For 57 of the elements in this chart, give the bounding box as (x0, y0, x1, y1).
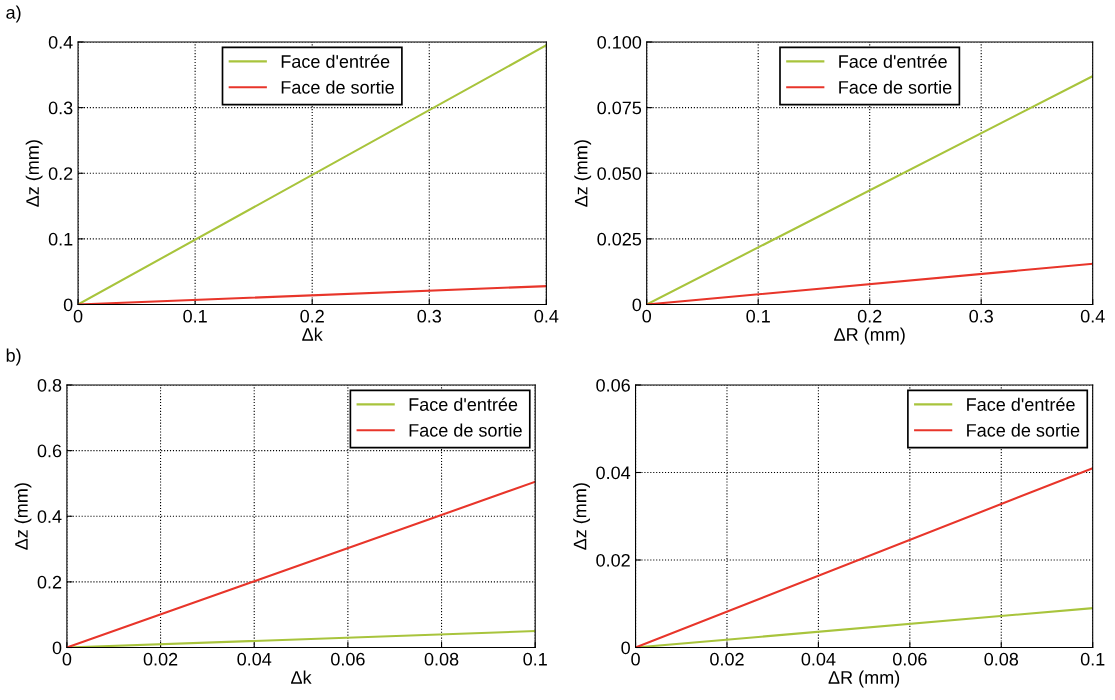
y-tick-label: 0.06 (596, 378, 630, 392)
x-tick-label: 0.06 (331, 652, 365, 666)
x-tick-label: 0.02 (710, 652, 744, 666)
text: a) (6, 5, 21, 23)
x-axis-title: Δk (302, 327, 323, 341)
y-tick-label: 0.4 (48, 35, 73, 49)
y-tick-label: 0.8 (37, 378, 62, 392)
y-tick-label: 0.100 (597, 35, 642, 49)
y-tick-label: 0 (632, 298, 642, 312)
x-axis-title: ΔR (mm) (828, 670, 900, 688)
legend-label: Face d'entrée (967, 397, 1075, 411)
legend-label: Face de sortie (281, 80, 394, 94)
y-tick-label: 0 (63, 298, 73, 312)
x-tick-label: 0.2 (857, 309, 882, 323)
legend-label: Face d'entrée (281, 54, 390, 68)
y-tick-label: 0.2 (48, 167, 73, 180)
legend-label: Face d'entrée (409, 397, 518, 411)
y-axis-title: Δz (mm) (14, 483, 32, 550)
x-tick-label: 0.1 (523, 652, 547, 666)
x-tick-label: 0 (642, 309, 652, 323)
y-tick-label: 0.2 (37, 575, 62, 589)
legend-label: Face d'entrée (839, 54, 947, 68)
y-tick-label: 0.3 (48, 101, 73, 115)
x-tick-label: 0.4 (534, 309, 559, 323)
y-tick-label: 0.02 (596, 553, 630, 567)
x-tick-label: 0.04 (801, 652, 836, 666)
y-tick-label: 0.6 (37, 444, 62, 458)
x-tick-label: 0.08 (984, 652, 1019, 666)
legend-label: Face de sortie (409, 423, 522, 437)
x-tick-label: 0.3 (417, 309, 442, 323)
y-tick-label: 0.075 (597, 101, 642, 115)
y-tick-label: 0 (621, 641, 630, 655)
x-tick-label: 0.08 (424, 652, 459, 666)
y-tick-label: 0.04 (596, 466, 631, 480)
x-tick-label: 0.1 (1080, 652, 1105, 666)
legend-label: Face de sortie (967, 423, 1080, 437)
x-tick-label: 0.3 (969, 309, 993, 323)
x-tick-label: 0.04 (237, 652, 272, 666)
y-axis-title: Δz (mm) (25, 140, 43, 207)
x-tick-label: 0.1 (183, 309, 207, 323)
y-axis-title: Δz (mm) (573, 483, 590, 550)
x-tick-label: 0.2 (300, 309, 324, 323)
y-tick-label: 0 (52, 641, 62, 655)
x-tick-label: 0.4 (1080, 309, 1105, 323)
y-tick-label: 0.025 (597, 232, 642, 246)
y-tick-label: 0.4 (37, 510, 62, 523)
legend-label: Face de sortie (839, 80, 952, 94)
x-tick-label: 0.06 (892, 652, 927, 666)
y-tick-label: 0.1 (48, 232, 73, 246)
x-tick-label: 0.02 (143, 652, 178, 666)
x-axis-title: ΔR (mm) (834, 327, 905, 345)
y-tick-label: 0.050 (597, 167, 642, 180)
text: b) (6, 348, 21, 366)
x-tick-label: 0.1 (746, 309, 770, 323)
x-tick-label: 0 (73, 309, 83, 323)
x-axis-title: Δk (291, 670, 312, 684)
y-axis-title: Δz (mm) (574, 140, 592, 207)
